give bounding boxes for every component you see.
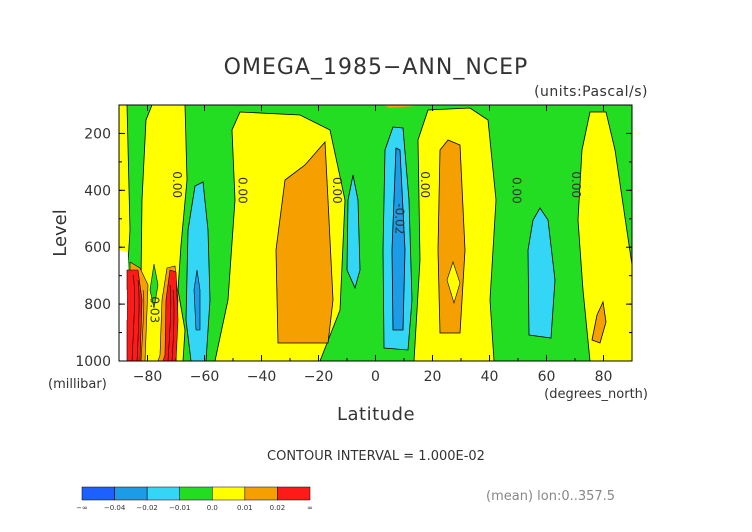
contour-interval-label: CONTOUR INTERVAL = 1.000E-02 [267,449,485,464]
x-tick-label: −40 [247,369,277,385]
colorbar-swatch [179,486,213,501]
y-tick-label: 400 [84,183,111,199]
contour-label: 0.00 [569,171,583,198]
x-tick-label: 60 [538,369,556,385]
missing-data-mask-2 [119,290,127,320]
colorbar-swatch [277,486,311,501]
contour-label: -0.02 [392,203,406,234]
y-axis: 200 400 600 800 1000 [75,104,632,370]
x-tick-label: 20 [424,369,442,385]
y-tick-label: 800 [84,297,111,313]
band-orange-north [591,300,607,344]
x-tick-label: 40 [481,369,499,385]
colorbar: −∞ −0.04 −0.02 −0.01 0.0 0.01 0.02 ∞ [76,486,313,512]
x-axis-units: (degrees_north) [544,387,648,402]
x-axis-label: Latitude [337,404,415,425]
colorbar-swatch [114,486,148,501]
colorbar-tick-label: ∞ [307,504,313,512]
colorbar-swatch [212,486,246,501]
y-tick-label: 600 [84,240,111,256]
contour-plot-area [119,105,632,361]
contour-label: 0.00 [236,177,250,204]
y-axis-label: Level [50,209,71,257]
band-cyan-equator [346,174,361,290]
x-axis: −80 −60 −40 −20 0 20 40 60 80 [118,105,633,385]
y-axis-units: (millibar) [48,377,107,392]
colorbar-tick-label: −∞ [76,504,88,512]
colorbar-tick-label: −0.04 [104,504,126,512]
top-orange-sliver [383,105,415,108]
contour-label: 0.00 [330,177,344,204]
island-green-polar [149,263,159,309]
band-red-polar [126,269,143,361]
x-tick-label: −20 [304,369,334,385]
contour-label: 0.00 [418,171,432,198]
y-tick-label: 1000 [75,354,111,370]
island-yellow-north [446,261,461,305]
contour-label: 0.03 [147,296,161,323]
colorbar-swatch [244,486,278,501]
colorbar-swatch [81,486,115,501]
units-label: (units:Pascal/s) [534,84,648,100]
contour-label: 0.00 [170,171,184,198]
band-orange-subtropic-south [275,140,334,344]
x-tick-label: 80 [595,369,613,385]
x-tick-label: −80 [133,369,163,385]
band-cyan-south [185,181,211,361]
chart-title: OMEGA_1985−ANN_NCEP [224,55,529,80]
colorbar-swatch [146,486,180,501]
y-tick-label: 200 [84,126,111,142]
band-cyan-north [527,207,556,339]
band-blue-north-equator [391,147,406,331]
x-tick-label: −60 [190,369,220,385]
colorbar-tick-label: 0.02 [270,504,286,512]
x-tick-label: 0 [371,369,380,385]
band-yellow-north [577,111,632,361]
band-orange-subtropic-north [437,139,466,334]
polar-contour-lines [131,274,175,361]
colorbar-tick-label: −0.01 [169,504,190,512]
band-yellow-south-edge [119,105,131,283]
footnote: (mean) lon:0..357.5 [486,489,615,504]
band-blue-south [193,269,201,331]
colorbar-tick-label: 0.01 [237,504,253,512]
contour-label: 0.00 [509,177,523,204]
colorbar-tick-label: 0.0 [207,504,218,512]
colorbar-tick-label: −0.02 [136,504,157,512]
contour-labels: 0.00 0.00 0.00 0.00 0.00 0.00 -0.02 0.03 [147,171,583,323]
